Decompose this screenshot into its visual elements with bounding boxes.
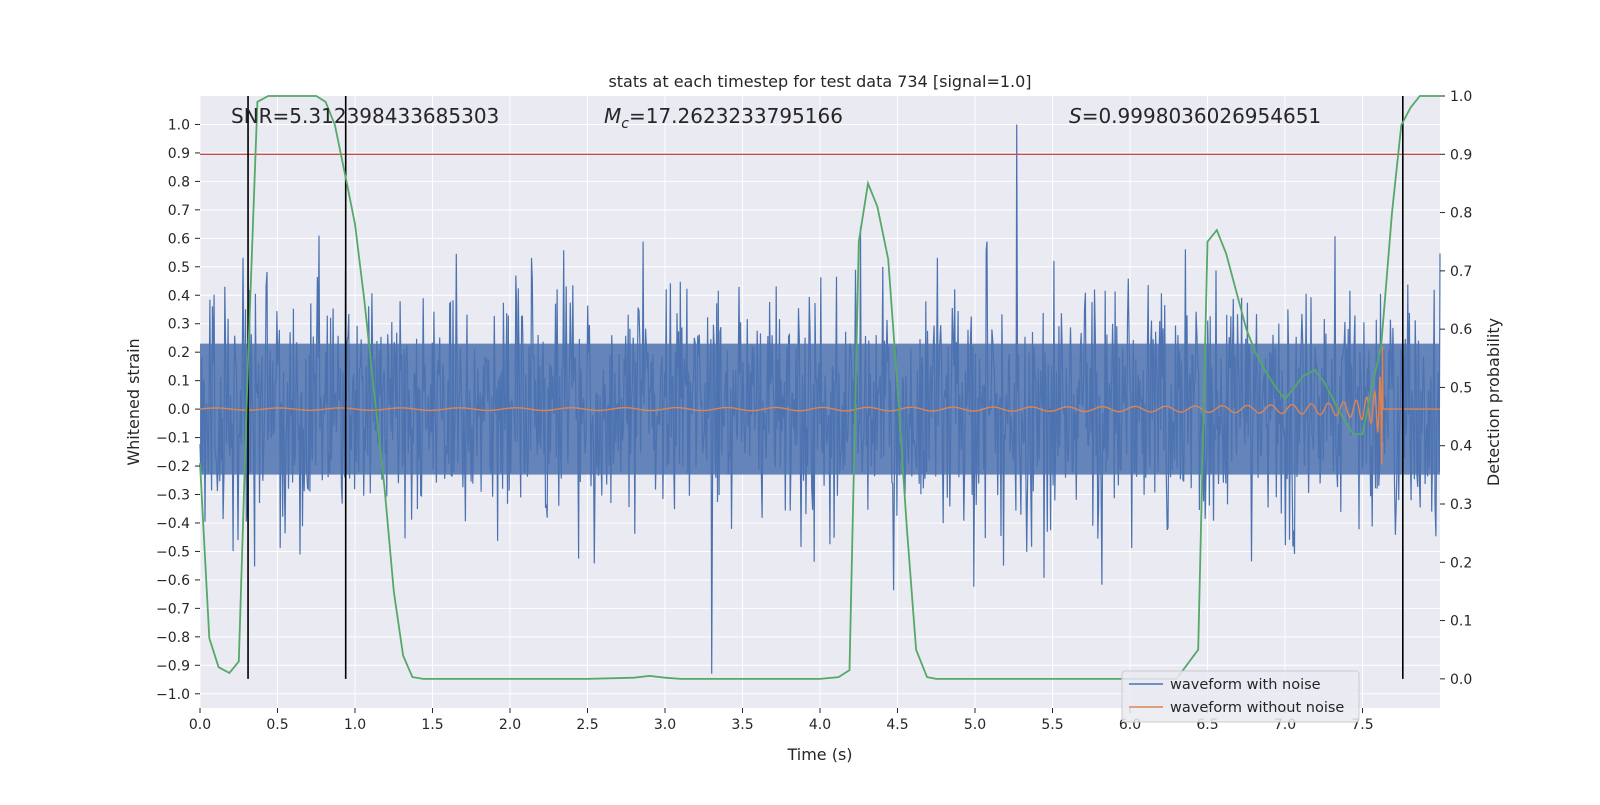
x-tick-label: 2.0 (499, 717, 521, 733)
y-tick-label: −0.3 (156, 488, 190, 504)
y-tick-label: −0.9 (156, 658, 190, 674)
x-axis-label: Time (s) (786, 745, 852, 764)
tick-labels: 0.0 0.5 1.0 1.5 2.0 2.5 3.0 3.5 4.0 4.5 5.0 5.5 6.0 6… (156, 89, 1472, 733)
x-tick-label: 3.5 (731, 717, 753, 733)
y-tick-label: 0.8 (168, 174, 190, 190)
noisy-waveform-core (200, 343, 1440, 475)
y2-tick-label: 0.3 (1450, 497, 1472, 513)
y-tick-label: 0.5 (168, 260, 190, 276)
y-tick-label: 0.2 (168, 345, 190, 361)
y-tick-label: −0.5 (156, 544, 190, 560)
x-tick-label: 0.5 (266, 717, 288, 733)
noisy-waveform-series (199, 124, 1441, 674)
y-tick-label: 0.4 (168, 288, 190, 304)
clean-waveform-line (199, 346, 1440, 465)
x-tick-label: 2.5 (576, 717, 598, 733)
y2-tick-label: 0.2 (1450, 555, 1472, 571)
chart-title: stats at each timestep for test data 734… (608, 72, 1031, 91)
y-tick-label: 0.0 (168, 402, 190, 418)
y-tick-label: −0.1 (156, 431, 190, 447)
legend-label-clean: waveform without noise (1170, 700, 1344, 716)
y-axis-label: Whitened strain (124, 338, 143, 465)
snr-annotation: SNR=5.312398433685303 (231, 104, 499, 128)
y-tick-label: 1.0 (168, 117, 190, 133)
score-symbol: S (1069, 104, 1082, 128)
y-tick-label: 0.9 (168, 146, 190, 162)
y-tick-label: −0.8 (156, 630, 190, 646)
score-annotation: S=0.9998036026954651 (1069, 104, 1321, 128)
y-tick-label: 0.7 (168, 203, 190, 219)
x-tick-label: 5.0 (964, 717, 986, 733)
y2-tick-label: 0.5 (1450, 380, 1472, 396)
chirp-mass-symbol: M (604, 104, 621, 128)
chirp-mass-value: =17.2623233795166 (629, 104, 843, 128)
y2-tick-label: 0.8 (1450, 206, 1472, 222)
chirp-mass-annotation: Mc=17.2623233795166 (604, 104, 843, 132)
x-tick-label: 3.0 (654, 717, 676, 733)
legend-box (1121, 670, 1360, 723)
x-tick-label: 4.0 (809, 717, 831, 733)
x-tick-label: 5.5 (1041, 717, 1063, 733)
y2-axis-label: Detection probability (1484, 318, 1503, 486)
y-tick-label: 0.6 (168, 231, 190, 247)
legend: waveform with noise waveform without noi… (1121, 670, 1360, 723)
score-value: =0.9998036026954651 (1082, 104, 1321, 128)
overlays (199, 95, 1440, 680)
y-tick-label: −0.4 (156, 516, 190, 532)
y2-tick-label: 0.0 (1450, 672, 1472, 688)
chirp-mass-subscript: c (621, 116, 629, 132)
detection-probability-line (199, 95, 1440, 680)
y2-tick-label: 0.9 (1450, 147, 1472, 163)
legend-label-noise: waveform with noise (1170, 677, 1321, 693)
y2-tick-label: 0.4 (1450, 439, 1472, 455)
y2-tick-label: 0.6 (1450, 322, 1472, 338)
y-tick-label: −0.7 (156, 601, 190, 617)
x-tick-label: 1.5 (421, 717, 443, 733)
y2-tick-label: 0.7 (1450, 264, 1472, 280)
x-tick-label: 1.0 (344, 717, 366, 733)
x-tick-label: 0.0 (189, 717, 211, 733)
x-tick-label: 4.5 (886, 717, 908, 733)
y2-tick-label: 0.1 (1450, 614, 1472, 630)
y-tick-label: 0.1 (168, 374, 190, 390)
y-tick-label: −0.2 (156, 459, 190, 475)
y-tick-label: −1.0 (156, 687, 190, 703)
y-tick-label: −0.6 (156, 573, 190, 589)
y-tick-label: 0.3 (168, 317, 190, 333)
y2-tick-label: 1.0 (1450, 89, 1472, 105)
